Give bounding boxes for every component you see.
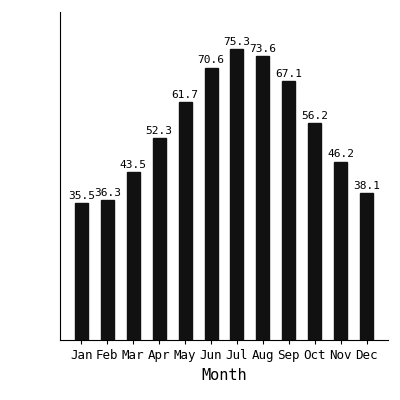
Bar [101, 200, 114, 340]
Text: 56.2: 56.2 [301, 111, 328, 121]
Bar [334, 162, 347, 340]
Text: 36.3: 36.3 [94, 188, 121, 198]
Text: 67.1: 67.1 [275, 69, 302, 79]
Bar [153, 138, 166, 340]
Text: 61.7: 61.7 [172, 90, 199, 100]
Text: 73.6: 73.6 [249, 44, 276, 54]
Text: 52.3: 52.3 [146, 126, 173, 136]
Bar [179, 102, 192, 340]
Text: 35.5: 35.5 [68, 191, 95, 201]
Text: 46.2: 46.2 [327, 150, 354, 160]
Text: 70.6: 70.6 [198, 55, 224, 65]
Bar [75, 203, 88, 340]
Bar [256, 56, 269, 340]
Bar [230, 50, 244, 340]
Bar [360, 193, 373, 340]
Bar [308, 123, 321, 340]
Text: 75.3: 75.3 [224, 37, 250, 47]
Bar [204, 68, 218, 340]
Text: 43.5: 43.5 [120, 160, 147, 170]
X-axis label: Month: Month [201, 368, 247, 382]
Text: 38.1: 38.1 [353, 181, 380, 191]
Bar [282, 81, 295, 340]
Bar [127, 172, 140, 340]
